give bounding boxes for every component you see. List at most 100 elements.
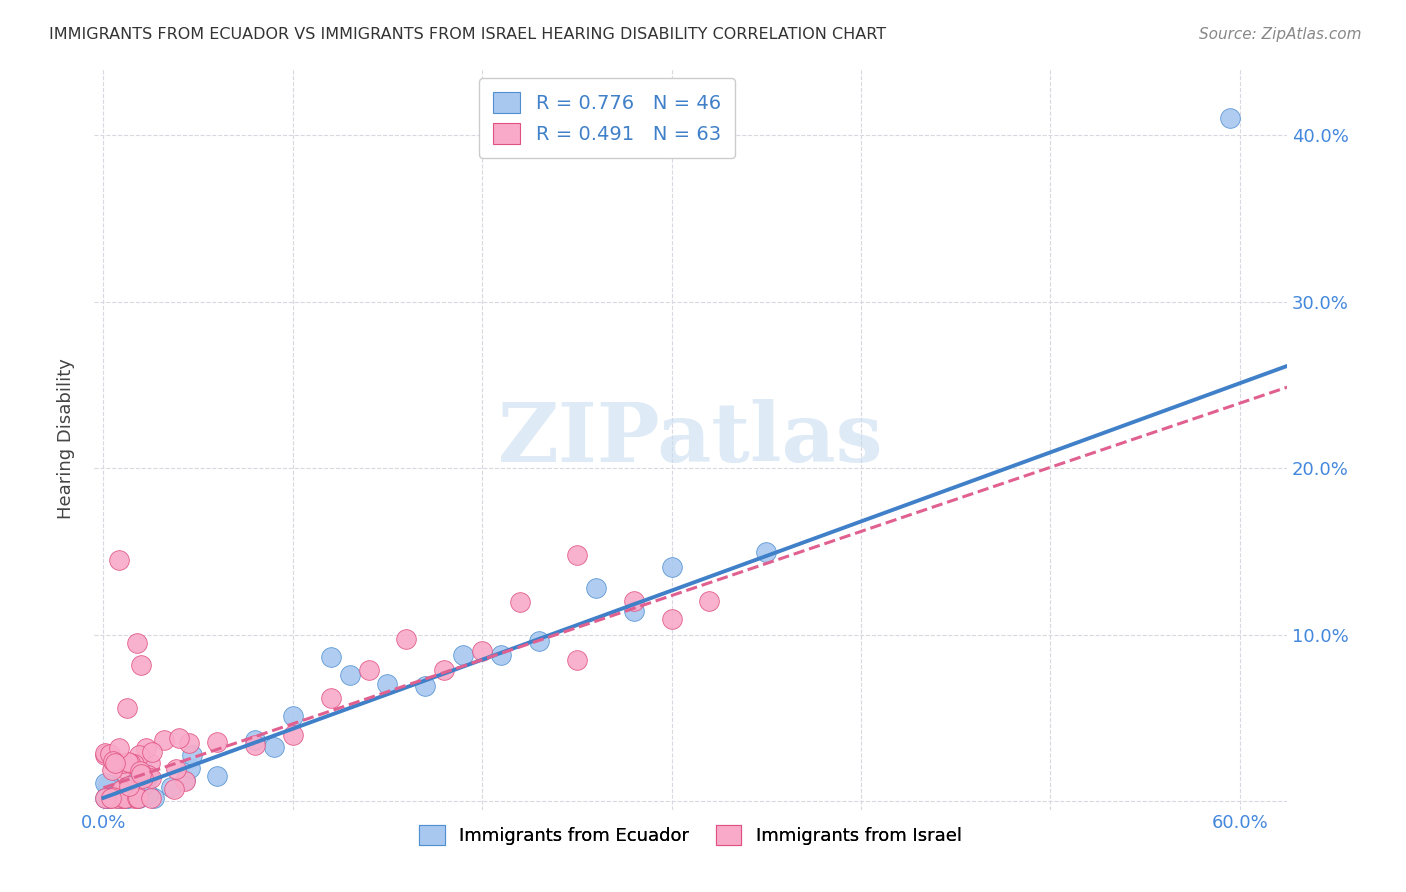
Point	[108, 740, 131, 755]
Point	[115, 790, 138, 805]
Point	[110, 784, 132, 798]
Point	[127, 790, 149, 805]
Point	[122, 790, 145, 805]
Point	[101, 782, 124, 797]
Y-axis label: Hearing Disability: Hearing Disability	[58, 359, 75, 519]
Text: ZIPatlas: ZIPatlas	[498, 399, 883, 479]
Point	[132, 771, 155, 785]
Point	[174, 772, 197, 787]
Point	[94, 790, 117, 805]
Point	[111, 756, 134, 770]
Point	[101, 755, 124, 769]
Point	[131, 767, 153, 781]
Point	[281, 728, 304, 742]
Point	[117, 790, 139, 805]
Point	[103, 756, 125, 771]
Point	[165, 762, 187, 776]
Point	[118, 756, 141, 770]
Point	[110, 790, 132, 805]
Point	[118, 781, 141, 796]
Point	[131, 761, 153, 775]
Point	[451, 648, 474, 662]
Point	[433, 663, 456, 677]
Point	[180, 747, 202, 762]
Point	[100, 790, 122, 805]
Point	[661, 559, 683, 574]
Point	[136, 787, 159, 801]
Point	[136, 769, 159, 783]
Point	[118, 778, 141, 792]
Point	[104, 790, 127, 805]
Point	[122, 756, 145, 771]
Point	[112, 780, 135, 795]
Point	[101, 789, 124, 804]
Point	[135, 776, 157, 790]
Text: Source: ZipAtlas.com: Source: ZipAtlas.com	[1198, 27, 1361, 42]
Point	[699, 594, 721, 608]
Point	[97, 777, 120, 791]
Point	[114, 790, 136, 805]
Point	[107, 553, 129, 567]
Point	[565, 653, 588, 667]
Point	[94, 775, 117, 789]
Point	[128, 748, 150, 763]
Text: IMMIGRANTS FROM ECUADOR VS IMMIGRANTS FROM ISRAEL HEARING DISABILITY CORRELATION: IMMIGRANTS FROM ECUADOR VS IMMIGRANTS FR…	[49, 27, 886, 42]
Point	[1219, 112, 1241, 126]
Point	[755, 545, 778, 559]
Point	[127, 790, 149, 805]
Point	[94, 746, 117, 760]
Point	[94, 790, 117, 805]
Point	[110, 782, 132, 797]
Point	[101, 763, 124, 777]
Point	[319, 691, 342, 706]
Point	[319, 649, 342, 664]
Point	[97, 781, 120, 796]
Point	[111, 761, 134, 775]
Point	[263, 739, 285, 754]
Point	[136, 768, 159, 782]
Point	[339, 667, 361, 681]
Point	[471, 644, 494, 658]
Point	[415, 679, 437, 693]
Point	[141, 771, 163, 785]
Point	[117, 755, 139, 769]
Point	[136, 769, 159, 783]
Point	[108, 787, 131, 801]
Point	[173, 773, 195, 788]
Point	[163, 781, 186, 796]
Point	[509, 595, 531, 609]
Point	[177, 735, 200, 749]
Point	[128, 790, 150, 805]
Point	[395, 632, 418, 646]
Point	[98, 747, 121, 761]
Point	[167, 731, 190, 745]
Point	[205, 735, 228, 749]
Point	[107, 790, 129, 805]
Point	[179, 761, 201, 775]
Point	[98, 790, 121, 805]
Point	[96, 790, 118, 805]
Point	[661, 612, 683, 626]
Point	[127, 636, 149, 650]
Point	[111, 790, 134, 805]
Point	[205, 769, 228, 783]
Point	[141, 745, 163, 759]
Point	[377, 677, 399, 691]
Point	[160, 780, 183, 794]
Point	[135, 741, 157, 756]
Point	[585, 582, 607, 596]
Point	[129, 774, 152, 789]
Point	[129, 657, 152, 672]
Point	[98, 778, 121, 792]
Point	[100, 790, 122, 805]
Point	[623, 604, 645, 618]
Point	[98, 790, 121, 805]
Point	[122, 783, 145, 797]
Point	[489, 648, 512, 662]
Point	[243, 733, 266, 747]
Point	[114, 781, 136, 796]
Point	[357, 663, 380, 677]
Point	[128, 764, 150, 778]
Point	[94, 747, 117, 762]
Point	[565, 548, 588, 562]
